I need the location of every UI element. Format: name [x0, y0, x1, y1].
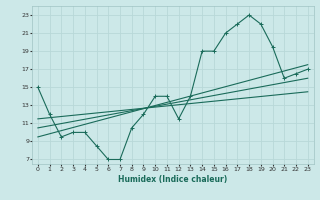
X-axis label: Humidex (Indice chaleur): Humidex (Indice chaleur) [118, 175, 228, 184]
